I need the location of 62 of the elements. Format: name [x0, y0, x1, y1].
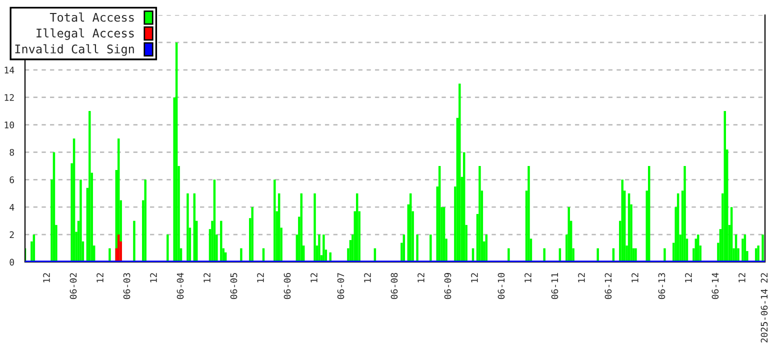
x-tick-label: 2025-06-14 22 — [760, 273, 768, 342]
x-tick-label: 06-14 — [712, 272, 719, 300]
y-tick-label: 4 — [10, 204, 14, 211]
bar — [742, 238, 744, 262]
y-tick-label: 14 — [4, 66, 14, 74]
bar — [568, 207, 570, 262]
x-tick-label: 06-06 — [284, 273, 291, 300]
legend-label: Invalid Call Sign — [15, 44, 134, 56]
bar — [80, 180, 82, 262]
x-tick-label: 06-11 — [551, 273, 558, 300]
x-tick-label: 12 — [43, 273, 50, 282]
y-tick-label: 2 — [10, 231, 14, 238]
bar — [684, 166, 686, 262]
y-tick-label: 8 — [10, 148, 14, 156]
x-tick-label: 12 — [257, 273, 264, 282]
bar — [322, 234, 325, 262]
x-tick-label: 06-03 — [123, 273, 130, 300]
bar — [528, 166, 530, 262]
legend-label: Total Access — [50, 12, 134, 22]
x-tick-label: 12 — [685, 273, 692, 282]
bar — [762, 234, 764, 262]
x-tick-label: 12 — [96, 273, 104, 282]
bar — [144, 180, 146, 262]
legend-label: Illegal Access — [36, 28, 134, 40]
x-tick-label: 06-08 — [390, 272, 398, 300]
x-tick-label: 12 — [364, 273, 371, 282]
y-tick-label: 0 — [10, 258, 14, 266]
bar — [621, 180, 624, 262]
x-tick-label: 06-13 — [658, 273, 666, 300]
x-tick-label: 12 — [738, 273, 746, 282]
x-tick-label: 12 — [150, 273, 157, 282]
x-tick-label: 06-10 — [498, 273, 505, 300]
x-tick-label: 06-07 — [337, 273, 344, 300]
bar — [458, 84, 461, 262]
x-tick-label: 12 — [418, 273, 424, 282]
y-tick-label: 6 — [10, 176, 14, 184]
y-tick-label: 12 — [4, 94, 14, 101]
x-tick-label: 12 — [632, 273, 638, 282]
x-tick-label: 12 — [310, 273, 318, 282]
bar — [416, 234, 418, 262]
x-tick-label: 06-02 — [70, 273, 77, 300]
bar — [166, 234, 169, 262]
x-tick-label: 12 — [204, 273, 210, 282]
bar — [186, 193, 189, 262]
bar — [314, 193, 316, 262]
x-tick-label: 06-04 — [176, 272, 184, 300]
bar — [88, 111, 91, 262]
bar — [430, 234, 432, 262]
bar — [251, 207, 254, 262]
x-tick-label: 06-12 — [604, 273, 612, 300]
bar — [757, 246, 760, 262]
x-tick-label: 12 — [524, 273, 532, 282]
y-tick-label: 10 — [4, 122, 14, 128]
bar — [478, 166, 481, 262]
bar — [220, 220, 222, 262]
x-tick-label: 12 — [578, 273, 585, 282]
bar — [133, 220, 136, 262]
bar — [274, 180, 276, 262]
x-tick-label: 06-05 — [230, 273, 238, 300]
bar — [318, 234, 320, 262]
x-tick-label: 12 — [471, 273, 478, 282]
x-tick-label: 06-09 — [444, 273, 452, 300]
